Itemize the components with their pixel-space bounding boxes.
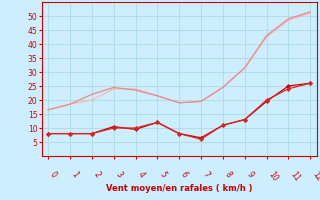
X-axis label: Vent moyen/en rafales ( km/h ): Vent moyen/en rafales ( km/h ) <box>106 184 252 193</box>
